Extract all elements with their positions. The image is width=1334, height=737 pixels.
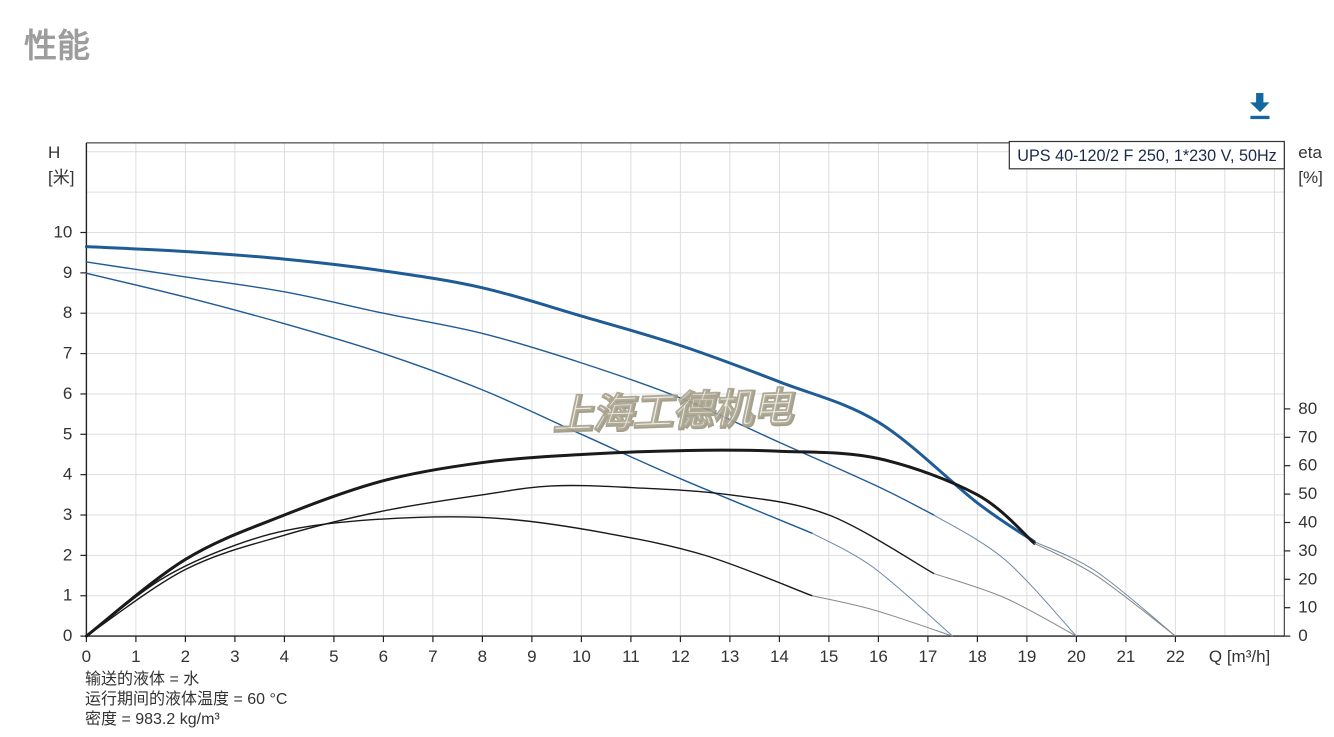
svg-text:13: 13 <box>720 647 739 666</box>
svg-text:20: 20 <box>1067 647 1086 666</box>
svg-text:21: 21 <box>1116 647 1135 666</box>
svg-text:5: 5 <box>329 647 338 666</box>
svg-text:12: 12 <box>671 647 690 666</box>
svg-text:10: 10 <box>1298 598 1317 617</box>
svg-text:Q [m³/h]: Q [m³/h] <box>1209 647 1270 666</box>
svg-text:19: 19 <box>1017 647 1036 666</box>
svg-text:1: 1 <box>131 647 140 666</box>
svg-text:2: 2 <box>181 647 190 666</box>
svg-text:6: 6 <box>379 647 388 666</box>
svg-text:22: 22 <box>1166 647 1185 666</box>
svg-text:70: 70 <box>1298 427 1317 446</box>
svg-text:0: 0 <box>82 647 91 666</box>
svg-text:0: 0 <box>63 626 72 645</box>
svg-text:60: 60 <box>1298 456 1317 475</box>
svg-text:40: 40 <box>1298 513 1317 532</box>
svg-text:17: 17 <box>918 647 937 666</box>
svg-text:UPS 40-120/2 F 250, 1*230 V, 5: UPS 40-120/2 F 250, 1*230 V, 50Hz <box>1017 147 1276 165</box>
svg-text:80: 80 <box>1298 399 1317 418</box>
svg-text:上海工德机电: 上海工德机电 <box>551 385 795 437</box>
svg-text:1: 1 <box>63 586 72 605</box>
svg-text:16: 16 <box>869 647 888 666</box>
svg-text:4: 4 <box>280 647 289 666</box>
svg-text:7: 7 <box>63 344 72 363</box>
svg-text:8: 8 <box>63 303 72 322</box>
svg-text:7: 7 <box>428 647 437 666</box>
svg-text:2: 2 <box>63 545 72 564</box>
svg-text:9: 9 <box>63 263 72 282</box>
svg-text:10: 10 <box>53 223 72 242</box>
svg-text:3: 3 <box>230 647 239 666</box>
svg-text:50: 50 <box>1298 484 1317 503</box>
svg-text:[%]: [%] <box>1298 168 1323 187</box>
svg-text:H: H <box>48 143 60 162</box>
svg-text:3: 3 <box>63 505 72 524</box>
svg-text:30: 30 <box>1298 541 1317 560</box>
svg-text:4: 4 <box>63 465 72 484</box>
svg-text:10: 10 <box>572 647 591 666</box>
svg-text:9: 9 <box>527 647 536 666</box>
svg-text:eta: eta <box>1298 143 1322 162</box>
svg-text:6: 6 <box>63 384 72 403</box>
svg-text:15: 15 <box>819 647 838 666</box>
svg-text:20: 20 <box>1298 569 1317 588</box>
svg-text:14: 14 <box>770 647 789 666</box>
svg-text:0: 0 <box>1298 626 1307 645</box>
svg-text:8: 8 <box>478 647 487 666</box>
svg-text:11: 11 <box>622 647 640 666</box>
svg-text:5: 5 <box>63 424 72 443</box>
svg-text:18: 18 <box>968 647 987 666</box>
svg-text:[米]: [米] <box>48 168 74 187</box>
